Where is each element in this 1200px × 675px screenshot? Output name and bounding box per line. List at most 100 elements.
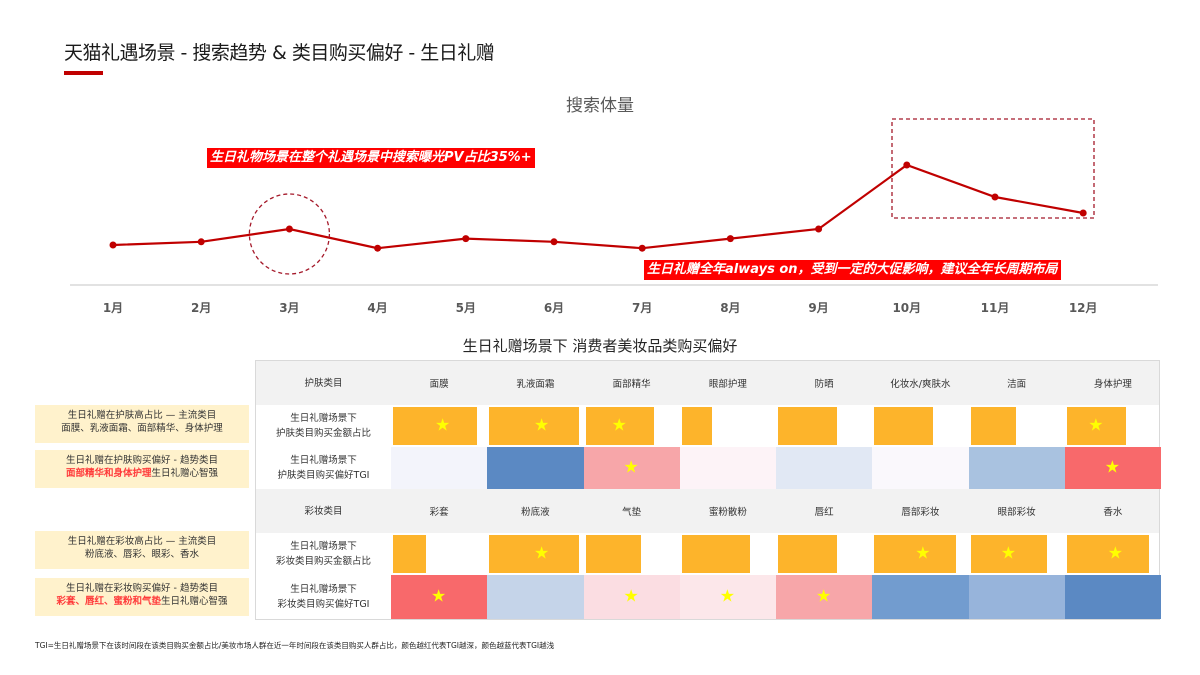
note-line: 生日礼赠在护肤高占比 — 主流类目 — [67, 410, 217, 421]
tgi-cell — [968, 575, 1065, 619]
star-icon: ★ — [434, 415, 451, 436]
star-icon: ★ — [1088, 415, 1104, 436]
skincare-table: 护肤类目 面膜 乳液面霜 面部精华 眼部护理 防晒 化妆水/爽肤水 洁面 身体护… — [255, 360, 1161, 490]
skincare-cat: 面膜 — [429, 379, 449, 390]
share-cell: ★ — [391, 405, 487, 447]
x-tick-label: 7月 — [632, 301, 653, 315]
share-bar — [393, 407, 477, 445]
tgi-cell: ★ — [391, 575, 488, 619]
share-bar — [778, 407, 838, 445]
data-point — [815, 225, 823, 233]
tgi-heat — [872, 447, 969, 489]
note-tail: 生日礼赠心智强 — [161, 596, 228, 607]
star-icon: ★ — [533, 415, 550, 436]
data-point — [726, 235, 734, 243]
x-tick-label: 5月 — [455, 301, 476, 315]
tgi-cell: ★ — [1064, 447, 1161, 489]
x-tick-label: 3月 — [279, 301, 300, 315]
share-cell — [391, 533, 487, 575]
share-cell: ★ — [1065, 405, 1161, 447]
callout-pv-share: 生日礼物场景在整个礼遇场景中搜索曝光PV占比35%+ — [207, 148, 535, 168]
highlight-rect — [891, 118, 1095, 219]
skincare-header-row: 护肤类目 面膜 乳液面霜 面部精华 眼部护理 防晒 化妆水/爽肤水 洁面 身体护… — [256, 361, 1159, 405]
skincare-cat: 洁面 — [1007, 379, 1027, 390]
highlight-circle — [248, 193, 331, 275]
star-icon: ★ — [533, 543, 550, 564]
share-cell: ★ — [487, 533, 583, 575]
tgi-heat — [1064, 575, 1161, 619]
table-title: 生日礼赠场景下 消费者美妆品类购买偏好 — [462, 337, 738, 355]
star-icon: ★ — [1000, 543, 1017, 564]
tgi-heat — [391, 447, 488, 489]
tgi-heat — [679, 575, 776, 619]
row-label-line: 彩妆类目购买金额占比 — [275, 556, 371, 567]
share-bar — [681, 535, 750, 573]
data-point — [991, 193, 999, 201]
share-cell: ★ — [487, 405, 583, 447]
share-cell: ★ — [969, 533, 1065, 575]
chart-title: 搜索体量 — [566, 96, 634, 116]
data-point — [109, 241, 117, 249]
x-tick-label: 9月 — [808, 301, 829, 315]
share-cell — [969, 405, 1065, 447]
makeup-share-row: 生日礼赠场景下 彩妆类目购买金额占比 ★ ★ ★ ★ — [256, 533, 1159, 575]
skincare-cat: 乳液面霜 — [516, 379, 555, 390]
data-point — [462, 235, 470, 243]
row-label-line: 护肤类目购买金额占比 — [275, 428, 371, 439]
row-label-line: 生日礼赠场景下 — [290, 584, 357, 595]
skincare-cat: 身体护理 — [1093, 379, 1132, 390]
makeup-cat: 眼部彩妆 — [997, 507, 1036, 518]
callout-always-on: 生日礼赠全年always on，受到一定的大促影响，建议全年长周期布局 — [644, 260, 1061, 280]
star-icon: ★ — [1107, 543, 1124, 564]
search-volume-line — [112, 163, 1084, 250]
share-cell — [776, 405, 872, 447]
tgi-heat — [679, 447, 776, 489]
search-volume-line-chart — [70, 118, 1158, 286]
tgi-heat — [583, 447, 680, 489]
note-line: 生日礼赠在彩妆高占比 — 主流类目 — [67, 536, 217, 547]
tgi-heat — [391, 575, 488, 619]
star-icon: ★ — [816, 586, 832, 607]
star-icon: ★ — [623, 457, 639, 478]
share-bar — [585, 535, 641, 573]
row-label-line: 护肤类目购买偏好TGI — [277, 470, 370, 481]
data-point — [903, 161, 911, 169]
share-bar — [1066, 407, 1126, 445]
tgi-heat — [968, 447, 1065, 489]
share-bar — [874, 535, 957, 573]
note-skincare-tgi: 生日礼赠在护肤购买偏好 - 趋势类目 面部精华和身体护理生日礼赠心智强 — [35, 450, 249, 488]
note-line: 面部精华和身体护理生日礼赠心智强 — [37, 467, 247, 480]
makeup-cat: 唇红 — [814, 507, 834, 518]
share-cell: ★ — [584, 405, 680, 447]
star-icon: ★ — [431, 586, 447, 607]
makeup-cat: 粉底液 — [521, 507, 550, 518]
footnote: TGI=生日礼赠场景下在该时间段在该类目购买金额占比/美妆市场人群在近一年时间段… — [35, 641, 555, 650]
tgi-cell: ★ — [776, 575, 873, 619]
makeup-cat: 蜜粉散粉 — [708, 507, 747, 518]
data-point — [550, 238, 558, 246]
share-bar — [681, 407, 713, 445]
makeup-cat: 气垫 — [622, 507, 642, 518]
share-cell — [872, 405, 968, 447]
tgi-cell: ★ — [583, 447, 680, 489]
share-cell — [584, 533, 680, 575]
note-line: 生日礼赠在彩妆购买偏好 - 趋势类目 — [66, 583, 218, 594]
share-bar — [585, 407, 654, 445]
makeup-tgi-row: 生日礼赠场景下 彩妆类目购买偏好TGI ★ ★ ★ ★ — [256, 575, 1161, 619]
share-cell — [680, 405, 776, 447]
share-bar — [1066, 535, 1149, 573]
x-tick-label: 4月 — [367, 301, 388, 315]
tgi-cell — [968, 447, 1065, 489]
tgi-heat — [487, 447, 584, 489]
tgi-heat — [776, 447, 873, 489]
makeup-table: 彩妆类目 彩套 粉底液 气垫 蜜粉散粉 唇红 唇部彩妆 眼部彩妆 香水 生日礼赠… — [255, 489, 1161, 620]
tgi-cell: ★ — [679, 575, 776, 619]
skincare-cat: 防晒 — [814, 379, 834, 390]
tgi-heat — [968, 575, 1065, 619]
share-cell — [680, 533, 776, 575]
note-line: 生日礼赠在护肤购买偏好 - 趋势类目 — [66, 455, 218, 466]
x-tick-label: 2月 — [191, 301, 212, 315]
star-icon: ★ — [915, 543, 931, 564]
note-highlight: 彩套、唇红、蜜粉和气垫 — [56, 596, 161, 607]
tgi-cell — [776, 447, 873, 489]
